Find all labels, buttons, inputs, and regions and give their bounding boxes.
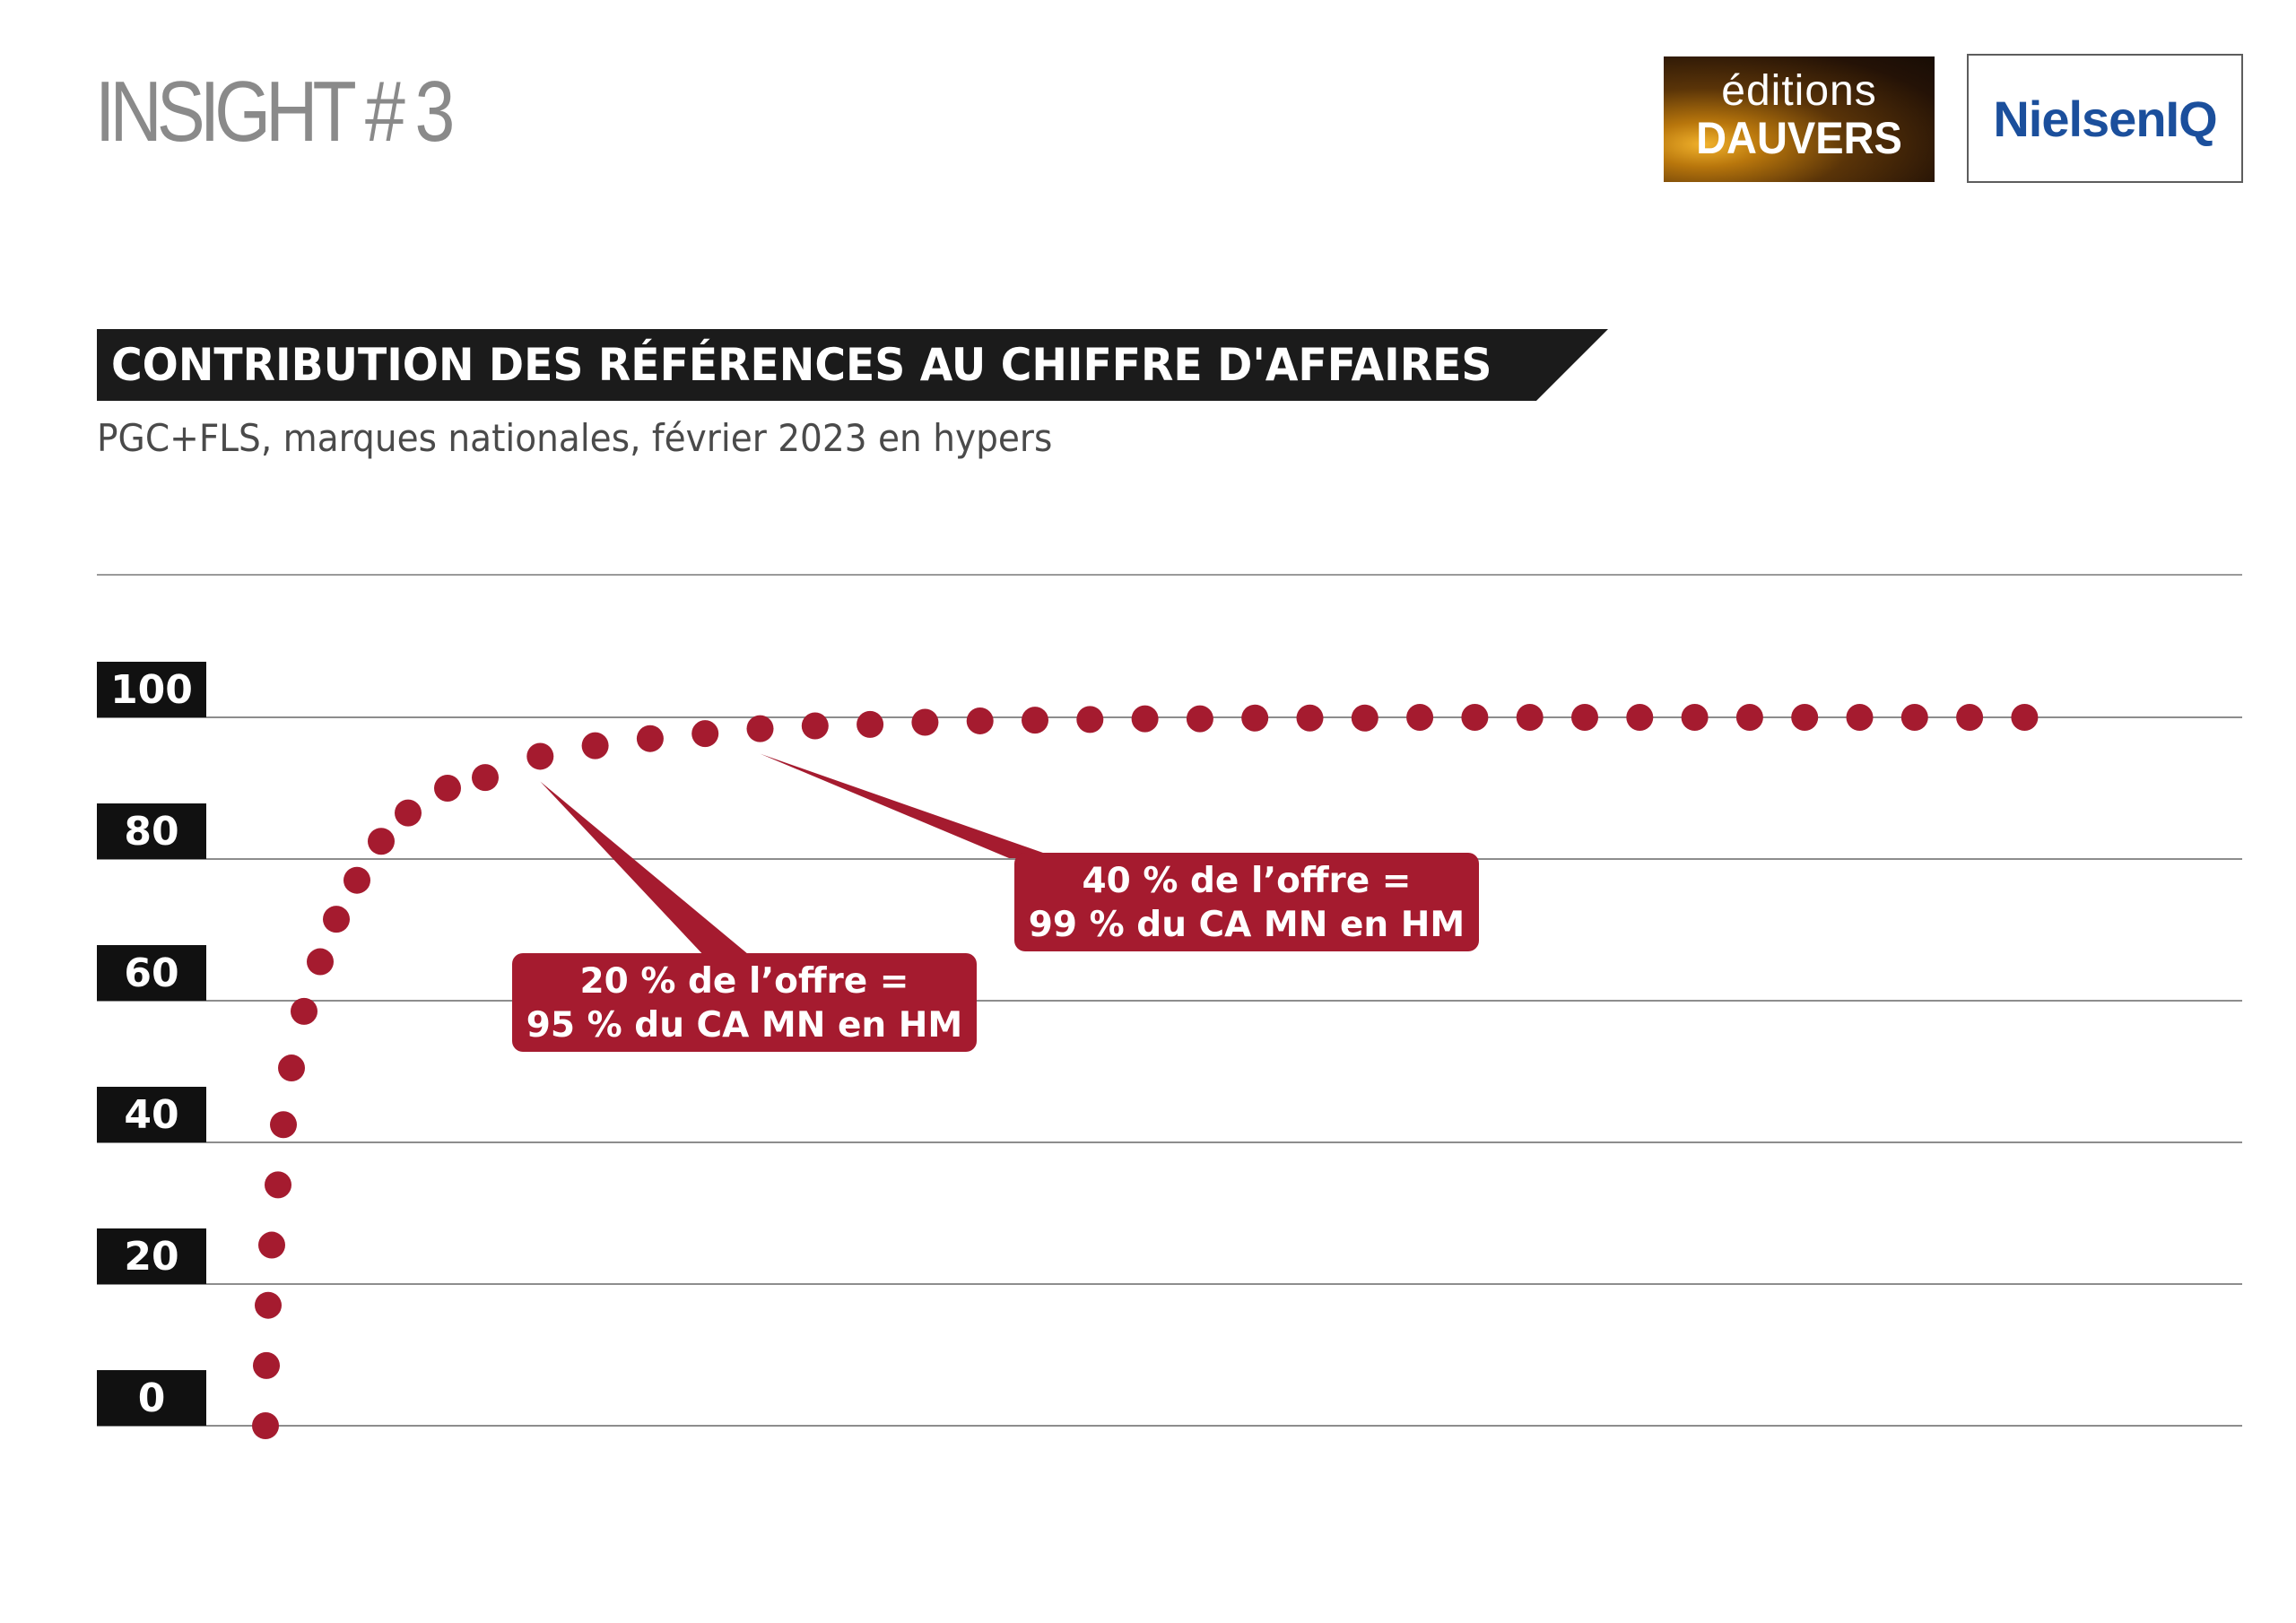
y-tick-box-0 [97, 1370, 206, 1426]
data-point [472, 764, 499, 792]
callout-1: 20 % de l’offre =95 % du CA MN en HM [512, 781, 977, 1052]
data-point [746, 715, 774, 742]
data-point [307, 948, 334, 976]
chart-title-banner [97, 329, 1608, 401]
callout-2: 40 % de l’offre =99 % du CA MN en HM [760, 753, 1479, 951]
data-point [1626, 704, 1654, 731]
data-point [691, 720, 719, 748]
data-point [1735, 704, 1763, 731]
y-tick-box-20 [97, 1228, 206, 1284]
y-tick-label-80: 80 [124, 809, 178, 855]
callout-text-line: 99 % du CA MN en HM [1029, 905, 1465, 945]
data-point [270, 1111, 297, 1139]
y-tick-box-60 [97, 945, 206, 1001]
data-point [1186, 705, 1213, 733]
callout-text-line: 20 % de l’offre = [580, 961, 909, 1002]
data-point [265, 1171, 291, 1199]
data-point [1296, 704, 1324, 732]
data-point [255, 1291, 282, 1319]
data-point [966, 707, 994, 734]
top-divider [97, 574, 2242, 576]
data-point [253, 1351, 280, 1379]
data-point [1406, 704, 1434, 731]
y-tick-label-0: 0 [138, 1376, 166, 1421]
data-point [581, 732, 609, 759]
grid-layer: 0 20 40 60 80 100 [97, 662, 2242, 1427]
data-point [1846, 704, 1874, 731]
data-point [1351, 704, 1378, 732]
data-point [1076, 706, 1104, 733]
data-point [395, 799, 422, 827]
data-point [911, 708, 939, 736]
y-tick-box-100 [97, 662, 206, 717]
data-point [323, 906, 350, 933]
callout-pointer [760, 753, 1058, 858]
y-tick-label-40: 40 [124, 1092, 178, 1138]
data-point [801, 712, 829, 740]
callout-box [512, 953, 977, 1052]
callout-box [1014, 853, 1479, 951]
chart-subtitle: PGC+FLS, marques nationales, février 202… [97, 416, 1053, 460]
data-point [434, 775, 461, 802]
data-point [258, 1231, 285, 1259]
data-point [636, 725, 664, 752]
data-point [1900, 704, 1928, 731]
callout-text-line: 40 % de l’offre = [1083, 861, 1412, 901]
data-point [291, 997, 317, 1025]
chart-title: CONTRIBUTION DES RÉFÉRENCES AU CHIFFRE D… [111, 339, 1492, 391]
data-point [526, 742, 554, 770]
data-point [1681, 704, 1709, 731]
data-point [1791, 704, 1819, 731]
data-point [1241, 704, 1269, 732]
dauvers-logo-line1: éditions [1721, 67, 1877, 115]
data-point [1022, 707, 1048, 734]
data-point [368, 828, 395, 855]
y-tick-label-60: 60 [124, 950, 178, 996]
y-tick-box-80 [97, 803, 206, 859]
y-tick-box-40 [97, 1087, 206, 1142]
nielseniq-logo: NielsenIQ [1967, 54, 2243, 183]
data-point [1571, 704, 1598, 731]
data-point [1461, 704, 1489, 731]
callout-pointer [540, 781, 753, 959]
data-point [1956, 704, 1984, 731]
data-point [1516, 704, 1544, 731]
y-tick-label-20: 20 [124, 1234, 178, 1280]
dauvers-logo-line2: DAUVERS [1696, 113, 1902, 163]
data-point [1131, 705, 1159, 733]
y-tick-label-100: 100 [110, 667, 193, 713]
data-point [278, 1055, 305, 1082]
data-point [252, 1412, 279, 1439]
data-series [252, 704, 2039, 1439]
insight-title: INSIGHT # 3 [95, 64, 455, 160]
data-point [2011, 704, 2039, 731]
data-point [344, 866, 370, 894]
editions-dauvers-logo: éditions DAUVERS [1664, 56, 1935, 182]
callout-text-line: 95 % du CA MN en HM [526, 1005, 962, 1046]
data-point [857, 710, 884, 738]
